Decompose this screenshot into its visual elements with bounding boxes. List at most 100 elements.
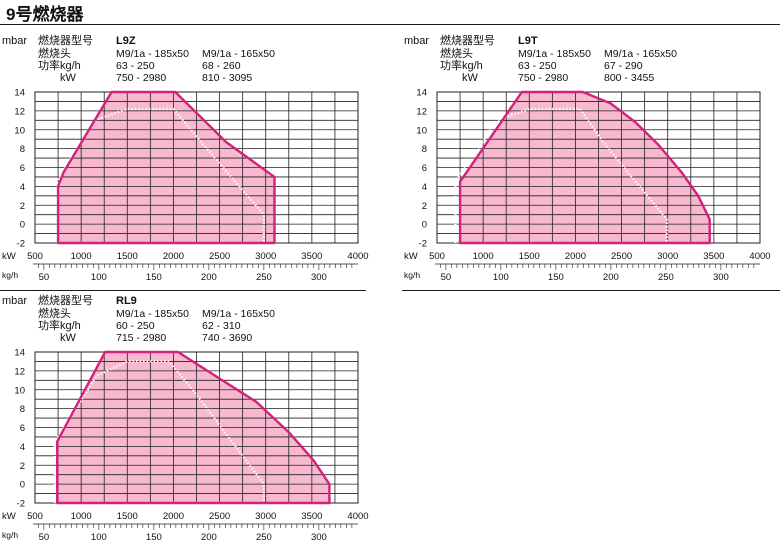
head-spec-1: M9/1a - 165x50 — [202, 308, 275, 320]
y-tick-label: -2 — [17, 239, 25, 250]
kgh-tick-label: 200 — [603, 272, 619, 283]
y-tick-label: 14 — [14, 348, 25, 359]
kw-tick-label: 500 — [429, 251, 445, 262]
kw-tick-label: 2000 — [565, 251, 586, 262]
y-tick-label: 4 — [422, 182, 427, 193]
y-tick-label: 14 — [416, 88, 427, 99]
head-label: 燃烧头 — [38, 306, 71, 320]
y-tick-label: 8 — [20, 144, 25, 155]
kgh-range-0: 60 - 250 — [116, 320, 155, 332]
y-tick-label: 8 — [20, 404, 25, 415]
y-tick-label: 6 — [20, 163, 25, 174]
model-label: 燃烧器型号 — [38, 293, 93, 307]
kgh-tick-label: 50 — [39, 532, 50, 543]
kw-tick-label: 3000 — [255, 251, 276, 262]
y-tick-label: 10 — [14, 125, 25, 136]
kgh-tick-label: 50 — [39, 272, 50, 283]
kgh-range-1: 67 - 290 — [604, 60, 643, 72]
kgh-range-0: 63 - 250 — [518, 60, 557, 72]
kw-range-0: 715 - 2980 — [116, 332, 166, 344]
kw-tick-label: 3000 — [255, 511, 276, 522]
y-tick-label: 4 — [20, 182, 25, 193]
x-axis-kgh-label: kg/h — [2, 270, 18, 280]
kw-tick-label: 4000 — [749, 251, 770, 262]
kw-tick-label: 1500 — [117, 251, 138, 262]
kgh-tick-label: 100 — [493, 272, 509, 283]
kw-tick-label: 3500 — [703, 251, 724, 262]
unit-label: mbar — [2, 295, 27, 307]
kw-tick-label: 2000 — [163, 251, 184, 262]
kw-range-0: 750 - 2980 — [116, 72, 166, 84]
kw-tick-label: 500 — [27, 511, 43, 522]
kgh-range-0: 63 - 250 — [116, 60, 155, 72]
y-tick-label: 6 — [422, 163, 427, 174]
kw-tick-label: 2000 — [163, 511, 184, 522]
grid — [34, 91, 359, 244]
model-label: 燃烧器型号 — [440, 33, 495, 47]
inner-envelope-line — [454, 107, 668, 243]
kgh-tick-label: 100 — [91, 532, 107, 543]
kgh-tick-label: 200 — [201, 532, 217, 543]
kgh-tick-label: 300 — [311, 272, 327, 283]
power-kw-label: kW — [60, 332, 77, 344]
model-name: RL9 — [116, 295, 137, 307]
head-spec-0: M9/1a - 185x50 — [116, 308, 189, 320]
y-tick-label: 8 — [422, 144, 427, 155]
x-axis-kgh-label: kg/h — [404, 270, 420, 280]
kgh-tick-label: 300 — [713, 272, 729, 283]
unit-label: mbar — [404, 35, 429, 47]
envelope-outline — [56, 90, 276, 245]
kw-tick-label: 4000 — [347, 511, 368, 522]
power-kw-label: kW — [60, 72, 77, 84]
y-tick-label: 2 — [422, 201, 427, 212]
kw-tick-label: 2500 — [209, 251, 230, 262]
kw-tick-label: 2500 — [209, 511, 230, 522]
y-tick-label: 0 — [20, 480, 25, 491]
kw-tick-label: 1500 — [519, 251, 540, 262]
head-label: 燃烧头 — [38, 46, 71, 60]
envelope-outline — [55, 350, 331, 505]
kw-tick-label: 500 — [27, 251, 43, 262]
kgh-tick-label: 150 — [146, 272, 162, 283]
page-title: 9号燃烧器 — [6, 5, 84, 24]
head-spec-0: M9/1a - 185x50 — [116, 48, 189, 60]
kgh-tick-label: 250 — [658, 272, 674, 283]
kgh-tick-label: 50 — [441, 272, 452, 283]
kgh-tick-label: 250 — [256, 532, 272, 543]
y-tick-label: 4 — [20, 442, 25, 453]
kw-range-1: 810 - 3095 — [202, 72, 252, 84]
y-tick-label: 0 — [422, 220, 427, 231]
kw-tick-label: 4000 — [347, 251, 368, 262]
x-axis-kgh-label: kg/h — [2, 530, 18, 540]
kw-range-1: 800 - 3455 — [604, 72, 654, 84]
model-name: L9Z — [116, 35, 136, 47]
unit-label: mbar — [2, 35, 27, 47]
kw-tick-label: 1000 — [71, 251, 92, 262]
x-axis-kw-label: kW — [2, 511, 16, 522]
title-rule — [0, 24, 780, 25]
y-tick-label: 12 — [416, 106, 427, 117]
head-label: 燃烧头 — [440, 46, 473, 60]
kw-tick-label: 3000 — [657, 251, 678, 262]
y-tick-label: -2 — [419, 239, 427, 250]
kgh-tick-label: 150 — [548, 272, 564, 283]
kw-range-0: 750 - 2980 — [518, 72, 568, 84]
y-tick-label: 2 — [20, 201, 25, 212]
separator-left — [0, 290, 366, 291]
kw-tick-label: 2500 — [611, 251, 632, 262]
kw-tick-label: 1000 — [71, 511, 92, 522]
power-kgh-label: 功率kg/h — [38, 58, 81, 72]
y-tick-label: 10 — [416, 125, 427, 136]
kw-tick-label: 3500 — [301, 511, 322, 522]
head-spec-1: M9/1a - 165x50 — [604, 48, 677, 60]
kw-tick-label: 1500 — [117, 511, 138, 522]
envelope-outline — [458, 90, 711, 245]
model-label: 燃烧器型号 — [38, 33, 93, 47]
y-tick-label: -2 — [17, 499, 25, 510]
kgh-tick-label: 250 — [256, 272, 272, 283]
power-kgh-label: 功率kg/h — [38, 318, 81, 332]
kgh-range-1: 68 - 260 — [202, 60, 241, 72]
